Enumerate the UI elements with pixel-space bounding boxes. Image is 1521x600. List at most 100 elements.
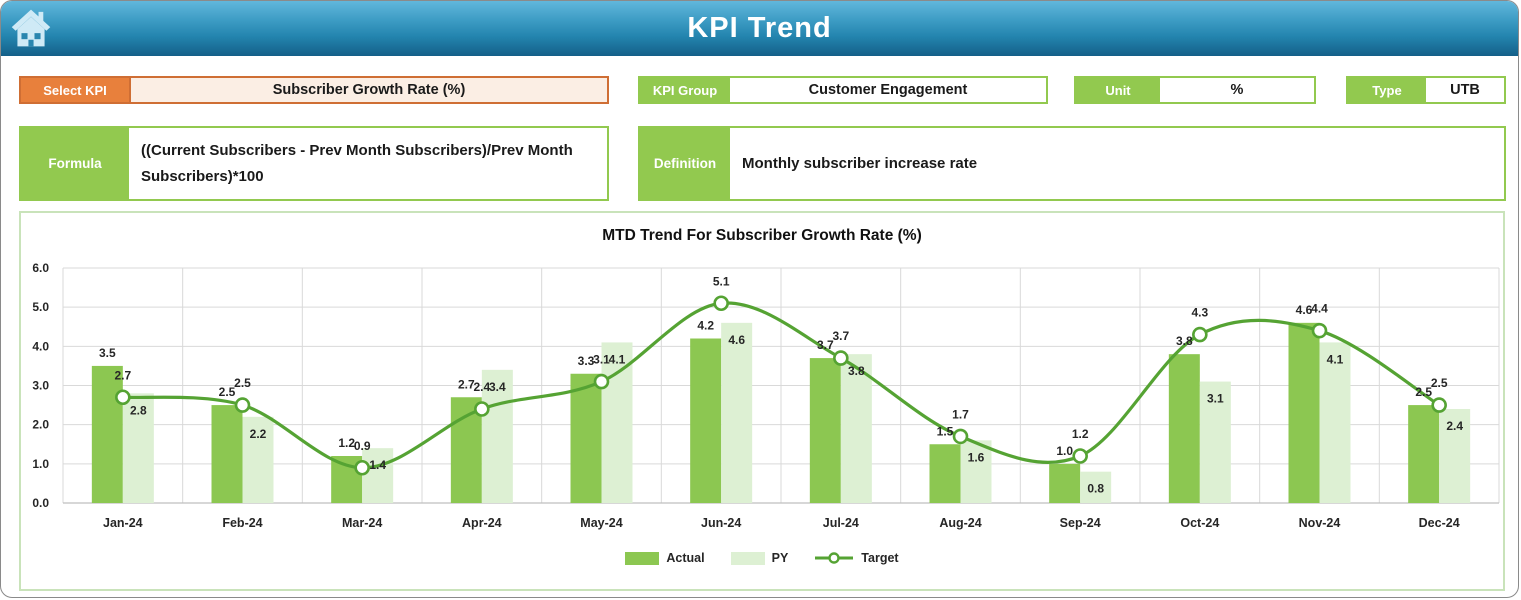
label-py: 3.8 bbox=[848, 364, 865, 378]
y-axis-tick-label: 4.0 bbox=[32, 339, 49, 353]
kpi-trend-chart: MTD Trend For Subscriber Growth Rate (%)… bbox=[19, 211, 1505, 591]
type-label: Type bbox=[1348, 78, 1426, 102]
label-actual: 3.7 bbox=[817, 338, 834, 352]
legend-item-target: Target bbox=[814, 551, 899, 565]
bar-actual-Jul-24 bbox=[809, 358, 841, 503]
target-marker-May-24 bbox=[593, 373, 610, 390]
y-axis-tick-label: 6.0 bbox=[32, 261, 49, 275]
bar-actual-Jun-24 bbox=[690, 338, 722, 503]
unit-field: Unit % bbox=[1074, 76, 1316, 104]
label-target: 3.7 bbox=[832, 329, 849, 343]
label-py: 4.6 bbox=[728, 333, 745, 347]
label-actual: 2.7 bbox=[458, 377, 475, 391]
label-py: 2.4 bbox=[1446, 419, 1463, 433]
header-bar: KPI Trend bbox=[1, 1, 1518, 56]
home-icon[interactable] bbox=[9, 5, 53, 51]
label-target: 2.5 bbox=[234, 376, 251, 390]
y-axis-tick-label: 0.0 bbox=[32, 496, 49, 510]
x-axis-category-label: Jun-24 bbox=[701, 516, 741, 530]
select-kpi-value[interactable]: Subscriber Growth Rate (%) bbox=[129, 78, 607, 102]
label-target: 4.4 bbox=[1311, 302, 1328, 316]
label-target: 5.1 bbox=[713, 274, 730, 288]
y-axis-tick-label: 3.0 bbox=[32, 379, 49, 393]
target-marker-Jan-24 bbox=[115, 389, 131, 406]
label-py: 3.4 bbox=[489, 380, 506, 394]
kpi-group-field: KPI Group Customer Engagement bbox=[638, 76, 1048, 104]
unit-value: % bbox=[1160, 78, 1314, 102]
y-axis-tick-label: 2.0 bbox=[32, 418, 49, 432]
bar-actual-Jan-24 bbox=[91, 365, 123, 503]
label-target: 4.3 bbox=[1191, 306, 1208, 320]
label-actual: 3.3 bbox=[578, 354, 595, 368]
label-actual: 1.5 bbox=[937, 424, 954, 438]
target-marker-Feb-24 bbox=[234, 397, 251, 413]
legend-swatch-actual bbox=[625, 551, 660, 565]
label-target: 2.4 bbox=[473, 380, 490, 394]
formula-box: Formula ((Current Subscribers - Prev Mon… bbox=[19, 126, 609, 201]
label-actual: 4.2 bbox=[697, 319, 714, 333]
x-axis-category-label: Oct-24 bbox=[1180, 516, 1219, 530]
chart-plot-area: 0.0 1.0 2.0 3.0 4.0 5.0 6.0 3.5 2.8 2.7 2.5 2.2 2.5 1… bbox=[32, 261, 1500, 530]
label-py: 0.8 bbox=[1087, 482, 1104, 496]
target-marker-Jun-24 bbox=[713, 295, 729, 312]
label-actual: 3.8 bbox=[1176, 334, 1193, 348]
y-axis-tick-label: 5.0 bbox=[32, 300, 49, 314]
legend-label-target: Target bbox=[861, 551, 899, 565]
x-axis-category-label: Nov-24 bbox=[1299, 516, 1341, 530]
bar-py-Sep-24 bbox=[1080, 471, 1112, 503]
type-field: Type UTB bbox=[1346, 76, 1506, 104]
bar-actual-Aug-24 bbox=[929, 444, 961, 503]
label-py: 1.6 bbox=[968, 450, 985, 464]
bar-actual-Nov-24 bbox=[1288, 322, 1320, 503]
bar-actual-Sep-24 bbox=[1049, 463, 1081, 503]
definition-value: Monthly subscriber increase rate bbox=[742, 154, 978, 172]
select-kpi-label: Select KPI bbox=[21, 78, 129, 102]
label-target: 3.1 bbox=[593, 353, 610, 367]
label-actual: 1.2 bbox=[338, 436, 355, 450]
target-marker-Aug-24 bbox=[952, 428, 969, 445]
bar-py-May-24 bbox=[601, 342, 633, 503]
x-axis-category-label: Mar-24 bbox=[342, 516, 382, 530]
legend-line-swatch bbox=[815, 552, 854, 564]
bar-py-Feb-24 bbox=[242, 416, 274, 503]
label-py: 2.2 bbox=[250, 427, 267, 441]
x-axis-category-label: May-24 bbox=[580, 516, 622, 530]
legend-label-py: PY bbox=[771, 551, 789, 565]
bar-py-Jul-24 bbox=[840, 354, 872, 503]
bar-py-Apr-24 bbox=[481, 369, 513, 503]
definition-label: Definition bbox=[640, 128, 730, 199]
label-py: 2.8 bbox=[130, 403, 147, 417]
label-target: 1.2 bbox=[1072, 427, 1089, 441]
bar-py-Mar-24 bbox=[362, 448, 394, 503]
bar-actual-Feb-24 bbox=[211, 405, 243, 503]
select-kpi-group: Select KPI Subscriber Growth Rate (%) bbox=[19, 76, 609, 104]
label-py: 4.1 bbox=[1327, 352, 1344, 366]
x-axis-category-label: Dec-24 bbox=[1419, 516, 1460, 530]
x-axis-category-label: Apr-24 bbox=[462, 516, 502, 530]
legend-label-actual: Actual bbox=[666, 551, 705, 565]
target-marker-Jul-24 bbox=[833, 350, 849, 366]
label-py: 3.1 bbox=[1207, 392, 1224, 406]
label-actual: 1.0 bbox=[1056, 444, 1073, 458]
x-axis-category-label: Aug-24 bbox=[939, 516, 981, 530]
target-marker-Oct-24 bbox=[1192, 326, 1208, 343]
unit-label: Unit bbox=[1076, 78, 1160, 102]
target-marker-Apr-24 bbox=[474, 401, 490, 417]
kpi-group-value: Customer Engagement bbox=[730, 78, 1046, 102]
legend-swatch-py bbox=[730, 551, 765, 565]
bar-py-Jun-24 bbox=[721, 322, 753, 503]
type-value: UTB bbox=[1426, 78, 1504, 102]
y-axis-tick-label: 1.0 bbox=[32, 457, 49, 471]
label-py: 1.4 bbox=[369, 458, 386, 472]
chart-title: MTD Trend For Subscriber Growth Rate (%) bbox=[602, 227, 922, 244]
page-title: KPI Trend bbox=[687, 12, 832, 44]
bar-py-Jan-24 bbox=[122, 393, 154, 503]
bar-actual-May-24 bbox=[570, 373, 602, 503]
label-target: 1.7 bbox=[952, 407, 969, 421]
target-marker-Nov-24 bbox=[1311, 322, 1328, 339]
bar-py-Dec-24 bbox=[1439, 409, 1471, 503]
label-target: 2.7 bbox=[114, 368, 131, 382]
x-axis-category-label: Feb-24 bbox=[222, 516, 262, 530]
label-target: 0.9 bbox=[354, 439, 371, 453]
